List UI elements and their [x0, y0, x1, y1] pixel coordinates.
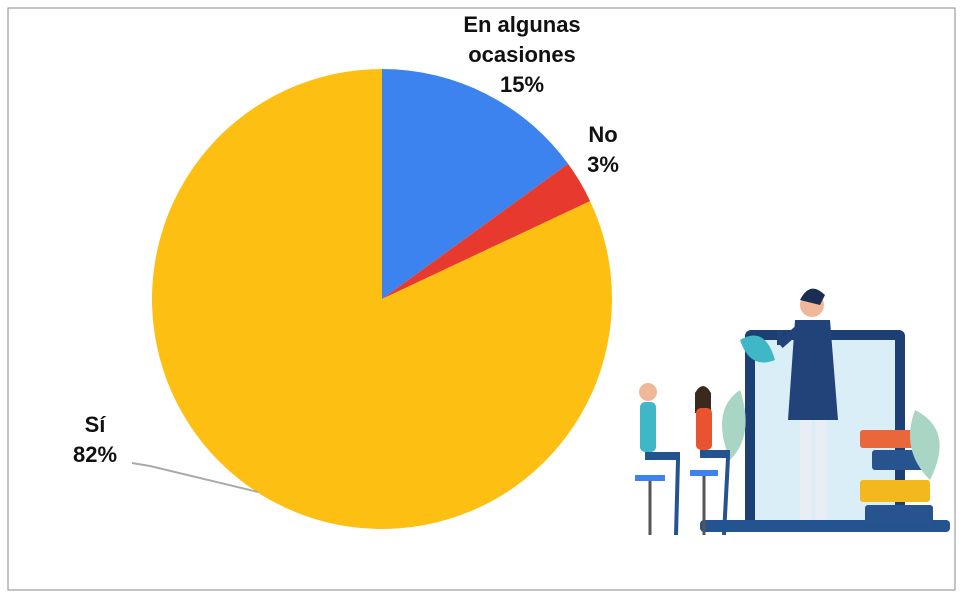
category-label: Sí — [84, 412, 106, 437]
chart-border — [7, 7, 956, 591]
slice-label: En algunas ocasiones 15% — [432, 10, 612, 100]
leader-line — [131, 462, 259, 493]
illustration — [635, 288, 950, 536]
value-label: 15% — [499, 72, 545, 97]
value-label: 3% — [587, 152, 619, 177]
pie-slice — [382, 163, 591, 299]
slice-label: Sí 82% — [45, 410, 145, 470]
pie-slice — [151, 69, 613, 529]
pie-slice — [382, 69, 569, 299]
slice-label: No 3% — [563, 120, 643, 180]
category-label: En algunas ocasiones — [463, 12, 581, 67]
category-label: No — [588, 122, 618, 147]
value-label: 82% — [72, 442, 118, 467]
